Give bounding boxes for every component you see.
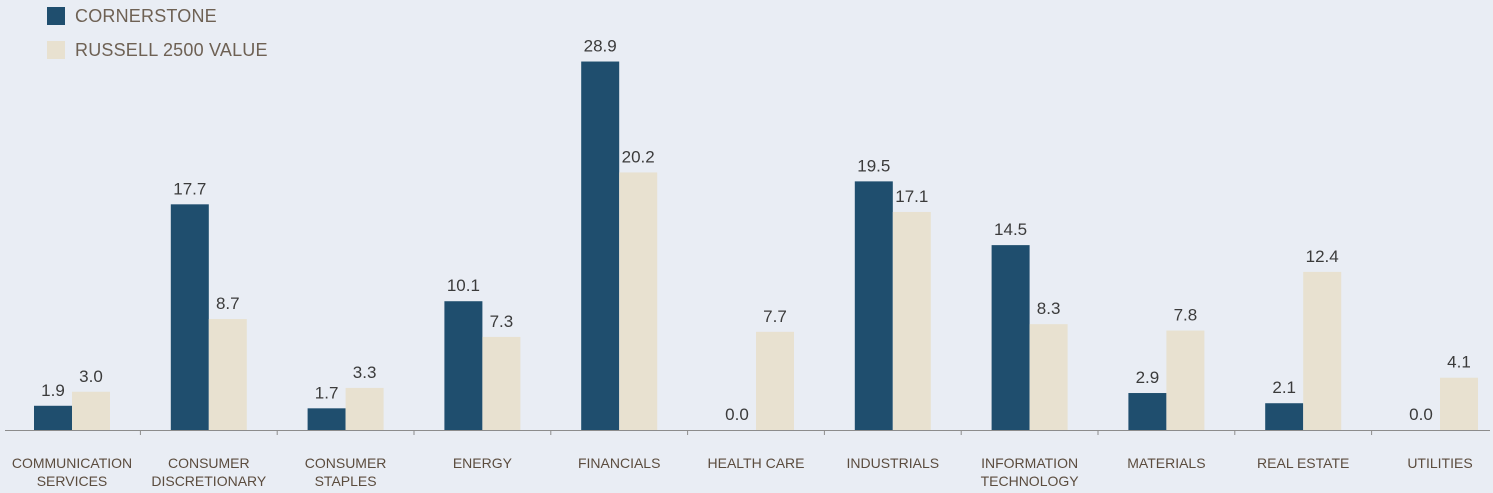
data-label-russell-2500-value: 8.3 [1037,299,1061,318]
legend-item-cornerstone: CORNERSTONE [47,4,268,28]
data-label-russell-2500-value: 17.1 [895,187,928,206]
data-label-russell-2500-value: 8.7 [216,294,240,313]
bar-cornerstone [581,61,620,431]
bar-cornerstone [1128,393,1167,430]
bar-russell-2500-value [345,387,384,430]
category-label: TECHNOLOGY [981,473,1080,489]
bar-russell-2500-value [1303,271,1342,430]
data-label-cornerstone: 28.9 [584,37,617,56]
data-label-russell-2500-value: 3.0 [79,367,103,386]
data-label-cornerstone: 0.0 [725,405,749,424]
data-label-russell-2500-value: 4.1 [1447,353,1471,372]
data-label-cornerstone: 10.1 [447,276,480,295]
data-label-russell-2500-value: 12.4 [1306,247,1339,266]
category-label: FINANCIALS [578,455,660,471]
bar-cornerstone [170,204,209,430]
bar-russell-2500-value [72,391,110,430]
category-label: COMMUNICATION [12,455,132,471]
category-label: INFORMATION [981,455,1078,471]
category-label: SERVICES [37,473,108,489]
data-label-cornerstone: 17.7 [173,179,206,198]
bar-cornerstone [854,181,893,430]
category-label: UTILITIES [1407,455,1472,471]
category-label: INDUSTRIALS [847,455,940,471]
legend-label-cornerstone: CORNERSTONE [75,5,217,26]
category-label: CONSUMER [305,455,387,471]
bar-cornerstone [991,245,1030,430]
bar-russell-2500-value [892,211,931,430]
data-label-cornerstone: 19.5 [857,156,890,175]
data-label-russell-2500-value: 3.3 [353,363,377,382]
legend-swatch-cornerstone [47,7,65,25]
legend-item-russell: RUSSELL 2500 VALUE [47,38,268,62]
legend-swatch-russell [47,41,65,59]
bar-cornerstone [444,301,483,430]
data-label-cornerstone: 14.5 [994,220,1027,239]
category-label: ENERGY [453,455,513,471]
category-label: MATERIALS [1127,455,1205,471]
data-label-russell-2500-value: 7.7 [763,307,787,326]
data-label-cornerstone: 1.7 [315,383,339,402]
data-label-cornerstone: 1.9 [41,381,65,400]
data-label-russell-2500-value: 7.3 [490,312,514,331]
data-label-cornerstone: 2.1 [1272,378,1296,397]
data-label-cornerstone: 2.9 [1136,368,1160,387]
data-label-russell-2500-value: 7.8 [1174,306,1198,325]
data-label-russell-2500-value: 20.2 [622,147,655,166]
bar-cornerstone [307,408,346,430]
bar-russell-2500-value [1029,324,1068,430]
bar-cornerstone [34,405,72,430]
data-label-cornerstone: 0.0 [1409,405,1433,424]
bar-russell-2500-value [1166,330,1205,430]
bar-russell-2500-value [1440,377,1478,430]
bar-russell-2500-value [756,331,794,430]
chart-legend: CORNERSTONE RUSSELL 2500 VALUE [47,4,268,72]
legend-label-russell: RUSSELL 2500 VALUE [75,39,268,60]
bar-russell-2500-value [619,172,658,430]
category-label: REAL ESTATE [1257,455,1349,471]
bar-russell-2500-value [482,336,521,430]
bar-cornerstone [1265,403,1304,430]
category-label: STAPLES [315,473,377,489]
category-label: DISCRETIONARY [151,473,267,489]
category-label: CONSUMER [168,455,250,471]
category-label: HEALTH CARE [708,455,805,471]
bar-russell-2500-value [208,319,247,430]
